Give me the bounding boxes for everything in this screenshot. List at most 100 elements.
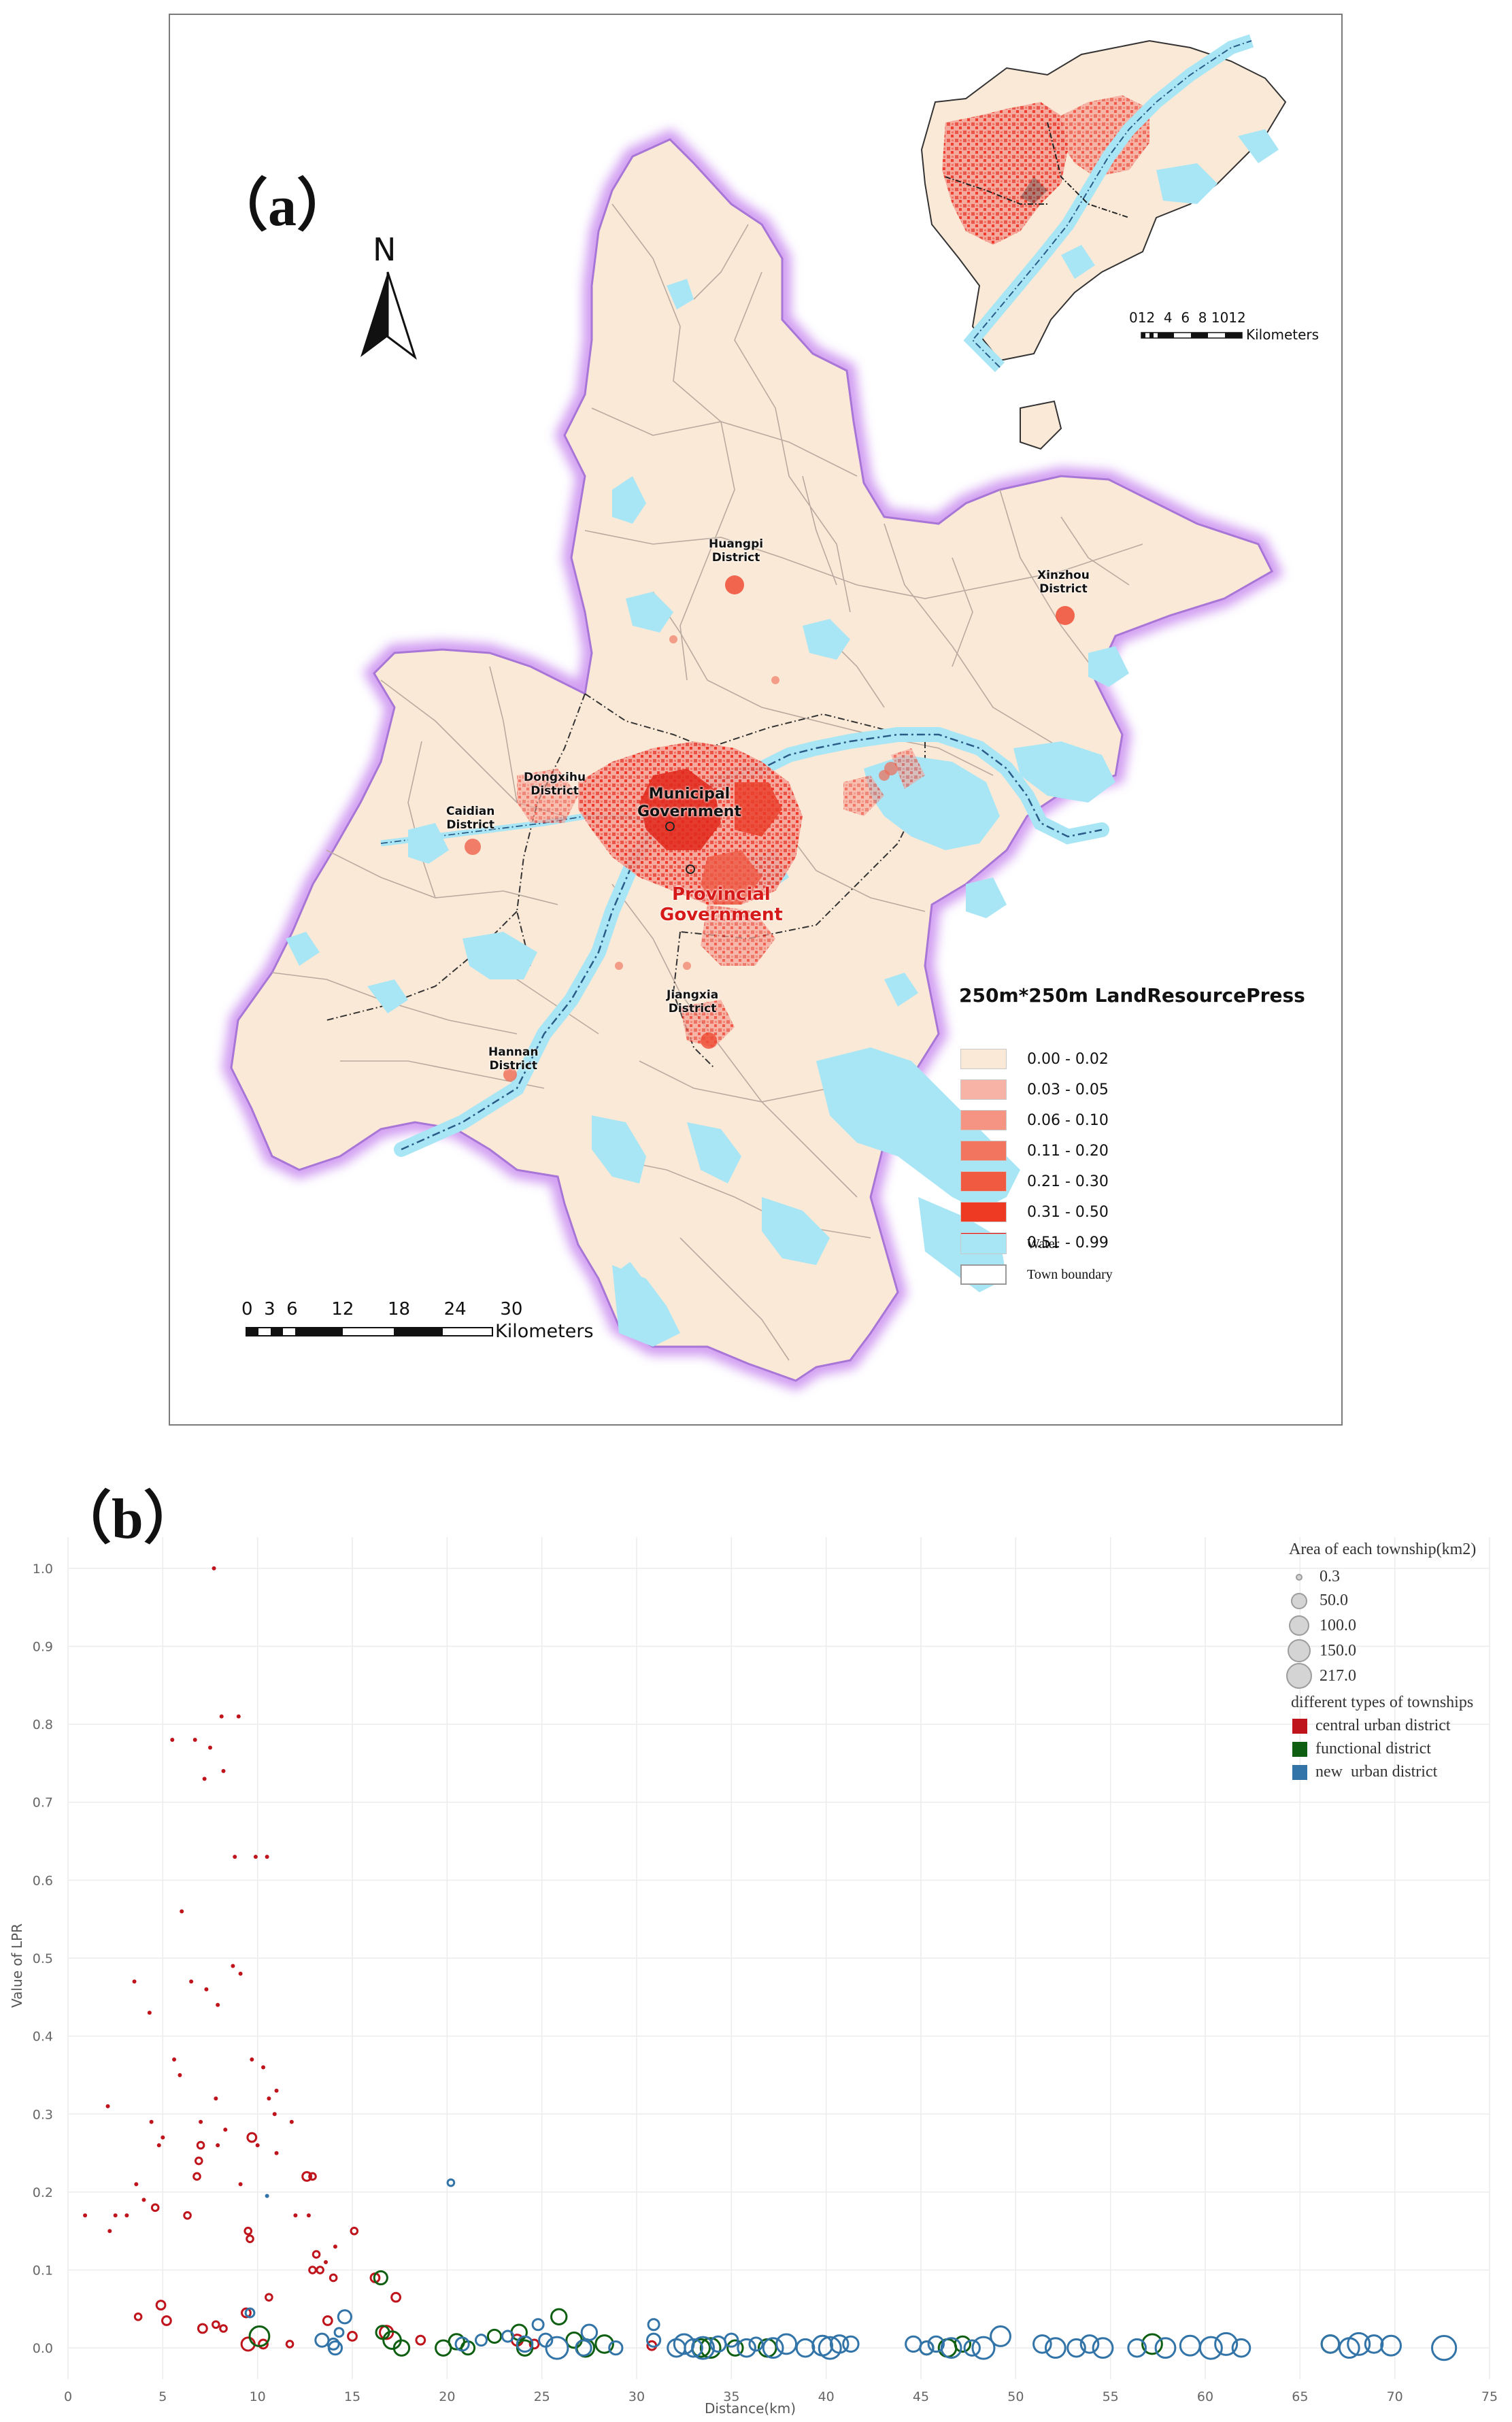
data-point-series-0 bbox=[415, 2334, 426, 2346]
data-point-series-0 bbox=[238, 1971, 243, 1976]
x-tick-label: 45 bbox=[913, 2389, 929, 2404]
data-point-series-1 bbox=[565, 2331, 583, 2349]
size-legend-marker bbox=[1288, 1639, 1311, 1662]
data-point-series-2 bbox=[1364, 2334, 1384, 2354]
data-point-series-0 bbox=[258, 2338, 269, 2350]
size-legend-label: 150.0 bbox=[1320, 1641, 1356, 1660]
data-point-series-0 bbox=[204, 1987, 209, 1991]
data-point-series-2 bbox=[501, 2330, 515, 2343]
data-point-series-0 bbox=[202, 1777, 207, 1781]
data-point-series-0 bbox=[246, 2132, 258, 2143]
label-provincial-government: Provincial Government bbox=[660, 884, 783, 925]
data-point-series-2 bbox=[737, 2338, 756, 2358]
data-point-series-2 bbox=[1380, 2334, 1402, 2357]
size-legend-row: 50.0 bbox=[1286, 1592, 1348, 1610]
data-point-series-2 bbox=[1214, 2332, 1239, 2356]
data-point-series-0 bbox=[316, 2266, 324, 2274]
data-point-series-0 bbox=[312, 2250, 321, 2259]
data-point-series-0 bbox=[192, 2172, 201, 2181]
data-point-series-2 bbox=[1320, 2334, 1341, 2354]
data-point-series-0 bbox=[107, 2229, 112, 2234]
size-legend-title: Area of each township(km2) bbox=[1289, 1541, 1477, 1558]
data-point-series-0 bbox=[212, 1566, 216, 1570]
data-point-series-2 bbox=[842, 2335, 860, 2353]
data-point-series-0 bbox=[347, 2331, 358, 2342]
color-legend-title: different types of townships bbox=[1291, 1694, 1474, 1711]
size-legend-label: 0.3 bbox=[1320, 1568, 1340, 1585]
lpr-scatter-chart: 0 5 10 15 20 25 30 35 40 45 50 55 60 65 70 75 0.0 0.1 0.2 0… bbox=[9, 1537, 1498, 2417]
data-point-series-0 bbox=[306, 2213, 311, 2218]
data-point-series-2 bbox=[337, 2309, 352, 2325]
data-point-series-0 bbox=[216, 2002, 220, 2007]
label-caidian: Caidian District bbox=[446, 805, 495, 832]
size-legend-row: 150.0 bbox=[1286, 1639, 1356, 1662]
size-legend-label: 100.0 bbox=[1320, 1616, 1356, 1634]
data-point-series-2 bbox=[1198, 2336, 1223, 2360]
size-legend-label: 217.0 bbox=[1320, 1666, 1356, 1685]
data-point-series-2 bbox=[990, 2325, 1011, 2347]
color-legend-swatch bbox=[1292, 1718, 1307, 1734]
data-point-series-0 bbox=[293, 2213, 298, 2218]
chart-grid bbox=[67, 1537, 1490, 2379]
legend-row-class-5: 0.31 - 0.50 bbox=[960, 1200, 1109, 1224]
data-point-series-2 bbox=[971, 2336, 996, 2360]
data-point-series-0 bbox=[113, 2213, 118, 2218]
legend-row-boundary: Town boundary bbox=[960, 1263, 1113, 1286]
label-municipal-government: Municipal Government bbox=[637, 786, 741, 820]
data-point-series-2 bbox=[1127, 2338, 1147, 2358]
size-legend-row: 0.3 bbox=[1286, 1568, 1340, 1586]
data-point-series-0 bbox=[149, 2119, 154, 2124]
data-point-series-0 bbox=[236, 1714, 241, 1719]
panel-label-b: （b） bbox=[54, 1487, 201, 1551]
urban-pressure-areas bbox=[465, 575, 1075, 1081]
x-tick-label: 5 bbox=[158, 2389, 167, 2404]
size-legend-marker bbox=[1291, 1592, 1307, 1609]
map-canvas bbox=[222, 34, 1287, 1391]
color-legend-label: new urban district bbox=[1315, 1763, 1438, 1781]
legend-label-class-5: 0.31 - 0.50 bbox=[1027, 1203, 1109, 1221]
data-point-series-2 bbox=[580, 2323, 599, 2341]
scale-unit: Kilometers bbox=[495, 1321, 594, 1342]
size-legend-marker bbox=[1296, 1573, 1303, 1581]
data-point-series-0 bbox=[216, 2143, 220, 2148]
data-point-series-0 bbox=[272, 2112, 277, 2117]
legend-swatch-class-5 bbox=[960, 1202, 1007, 1222]
data-point-series-0 bbox=[212, 2320, 220, 2330]
data-point-series-0 bbox=[350, 2226, 359, 2236]
legend-swatch-class-4 bbox=[960, 1171, 1007, 1192]
data-point-series-0 bbox=[124, 2213, 129, 2218]
data-point-series-2 bbox=[1431, 2335, 1458, 2361]
x-tick-label: 35 bbox=[723, 2389, 739, 2404]
x-tick-label: 20 bbox=[439, 2389, 455, 2404]
data-point-series-0 bbox=[180, 1909, 184, 1914]
data-point-series-0 bbox=[261, 2065, 266, 2070]
data-point-series-0 bbox=[323, 2260, 328, 2265]
data-point-series-2 bbox=[1066, 2338, 1086, 2358]
data-point-series-2 bbox=[446, 2178, 456, 2187]
scale-bar bbox=[246, 1327, 493, 1336]
legend-row-class-2: 0.06 - 0.10 bbox=[960, 1109, 1109, 1132]
scale-ticks: 0 3 6 12 18 24 30 bbox=[241, 1299, 523, 1319]
label-xinzhou: Xinzhou District bbox=[1037, 569, 1090, 596]
data-point-series-0 bbox=[267, 2096, 271, 2101]
data-point-series-2 bbox=[1092, 2337, 1114, 2359]
data-point-series-2 bbox=[314, 2332, 330, 2348]
data-point-series-0 bbox=[192, 1738, 197, 1743]
data-point-series-2 bbox=[691, 2336, 716, 2360]
x-tick-label: 65 bbox=[1292, 2389, 1308, 2404]
data-point-series-2 bbox=[927, 2335, 945, 2353]
data-point-series-2 bbox=[608, 2340, 624, 2356]
data-point-series-0 bbox=[238, 2182, 243, 2187]
x-tick-label: 75 bbox=[1481, 2389, 1498, 2404]
label-hannan: Hannan District bbox=[488, 1045, 539, 1073]
data-point-series-0 bbox=[83, 2213, 88, 2218]
data-point-series-0 bbox=[301, 2171, 313, 2182]
data-point-series-0 bbox=[241, 2307, 252, 2319]
legend-label-class-0: 0.00 - 0.02 bbox=[1027, 1050, 1109, 1068]
data-point-series-2 bbox=[795, 2338, 816, 2358]
inset-map bbox=[920, 34, 1287, 450]
data-point-series-2 bbox=[516, 2335, 534, 2353]
data-point-series-2 bbox=[811, 2334, 833, 2357]
data-point-series-2 bbox=[1231, 2338, 1251, 2358]
y-tick-label: 0.8 bbox=[33, 1717, 53, 1732]
